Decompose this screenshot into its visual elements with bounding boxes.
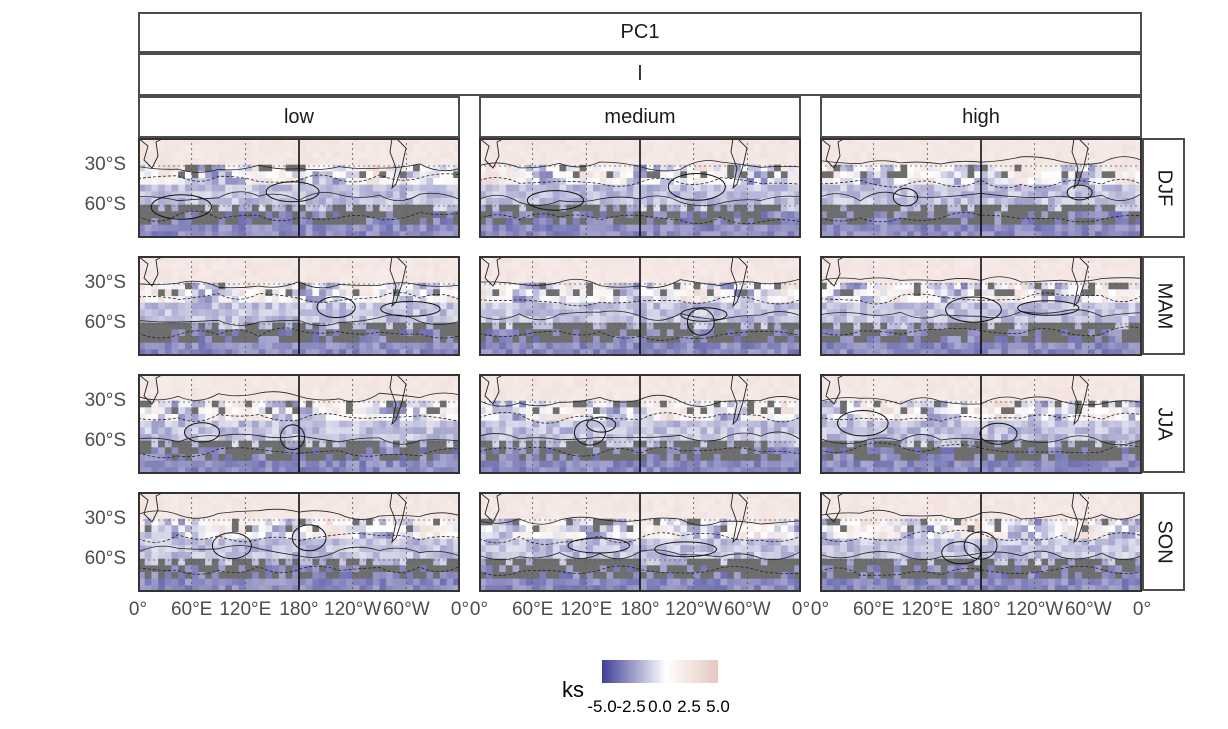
- strip-pc1-label: PC1: [620, 21, 660, 43]
- heatmap-son-medium: [479, 492, 801, 592]
- strip-col-high-label: high: [962, 105, 1000, 128]
- panel-son-low: [138, 492, 460, 592]
- heatmap-jja-medium: [479, 374, 801, 474]
- strip-row-jja: JJA: [1142, 374, 1185, 473]
- y-tick-label: 60°S: [84, 548, 126, 569]
- strip-row-djf-label: DJF: [1153, 169, 1175, 207]
- x-tick-label: 120°E: [560, 599, 613, 620]
- y-tick-label: 60°S: [84, 312, 126, 333]
- strip-row-djf: DJF: [1142, 138, 1185, 238]
- panel-djf-low: [138, 138, 460, 238]
- x-tick-label: 120°E: [219, 599, 272, 620]
- x-tick-label: 120°E: [901, 599, 954, 620]
- legend-tick-label: 0.0: [648, 697, 672, 716]
- strip-row-son-label: SON: [1153, 519, 1175, 564]
- strip-col-medium: medium: [479, 96, 801, 138]
- x-tick-label: 0°: [1132, 599, 1152, 620]
- legend-colorbar: [602, 660, 718, 683]
- strip-col-low: low: [138, 96, 460, 138]
- x-tick-label: 0°: [810, 599, 830, 620]
- heatmap-djf-high: [820, 138, 1142, 238]
- strip-l: l: [138, 53, 1142, 96]
- legend-tick-label: 2.5: [677, 697, 701, 716]
- heatmap-son-high: [820, 492, 1142, 592]
- panel-mam-medium: [479, 256, 801, 356]
- panel-jja-medium: [479, 374, 801, 474]
- strip-l-label: l: [637, 63, 643, 85]
- legend-title: ks: [562, 677, 584, 702]
- panel-son-high: [820, 492, 1142, 592]
- panel-mam-high: [820, 256, 1142, 356]
- x-tick-label: 60°W: [723, 599, 771, 620]
- x-tick-label: 0°: [791, 599, 811, 620]
- y-tick-label: 60°S: [84, 194, 126, 215]
- legend-tick-label: -5.0: [587, 697, 617, 716]
- heatmap-jja-low: [138, 374, 460, 474]
- panel-djf-high: [820, 138, 1142, 238]
- strip-col-low-label: low: [283, 105, 314, 128]
- heatmap-djf-medium: [479, 138, 801, 238]
- panel-jja-low: [138, 374, 460, 474]
- x-tick-label: 0°: [128, 599, 148, 620]
- x-tick-label: 120°W: [324, 599, 382, 620]
- panel-son-medium: [479, 492, 801, 592]
- x-tick-label: 60°E: [511, 599, 554, 620]
- legend-tick-label: -2.5: [616, 697, 646, 716]
- legend-tick-label: 5.0: [706, 697, 730, 716]
- y-tick-label: 30°S: [84, 272, 126, 293]
- heatmap-jja-high: [820, 374, 1142, 474]
- y-tick-label: 30°S: [84, 390, 126, 411]
- x-tick-label: 180°: [279, 599, 319, 620]
- strip-row-mam: MAM: [1142, 256, 1185, 355]
- heatmap-son-low: [138, 492, 460, 592]
- x-tick-label: 180°: [620, 599, 660, 620]
- y-tick-label: 30°S: [84, 508, 126, 529]
- strip-pc1: PC1: [138, 12, 1142, 53]
- panel-djf-medium: [479, 138, 801, 238]
- x-tick-label: 60°E: [170, 599, 213, 620]
- y-tick-label: 30°S: [84, 154, 126, 175]
- strip-col-high: high: [820, 96, 1142, 138]
- panel-mam-low: [138, 256, 460, 356]
- strip-row-son: SON: [1142, 492, 1185, 591]
- x-tick-label: 120°W: [665, 599, 723, 620]
- heatmap-djf-low: [138, 138, 460, 238]
- x-tick-label: 60°E: [852, 599, 895, 620]
- strip-col-medium-label: medium: [604, 105, 676, 128]
- x-tick-label: 120°W: [1006, 599, 1064, 620]
- x-tick-label: 60°W: [1064, 599, 1112, 620]
- x-tick-label: 180°: [961, 599, 1001, 620]
- x-tick-label: 0°: [450, 599, 470, 620]
- strip-row-jja-label: JJA: [1153, 406, 1175, 441]
- x-tick-label: 60°W: [382, 599, 430, 620]
- strip-row-mam-label: MAM: [1153, 282, 1175, 329]
- x-tick-label: 0°: [469, 599, 489, 620]
- heatmap-mam-medium: [479, 256, 801, 356]
- heatmap-mam-high: [820, 256, 1142, 356]
- heatmap-mam-low: [138, 256, 460, 356]
- panel-jja-high: [820, 374, 1142, 474]
- y-tick-label: 60°S: [84, 430, 126, 451]
